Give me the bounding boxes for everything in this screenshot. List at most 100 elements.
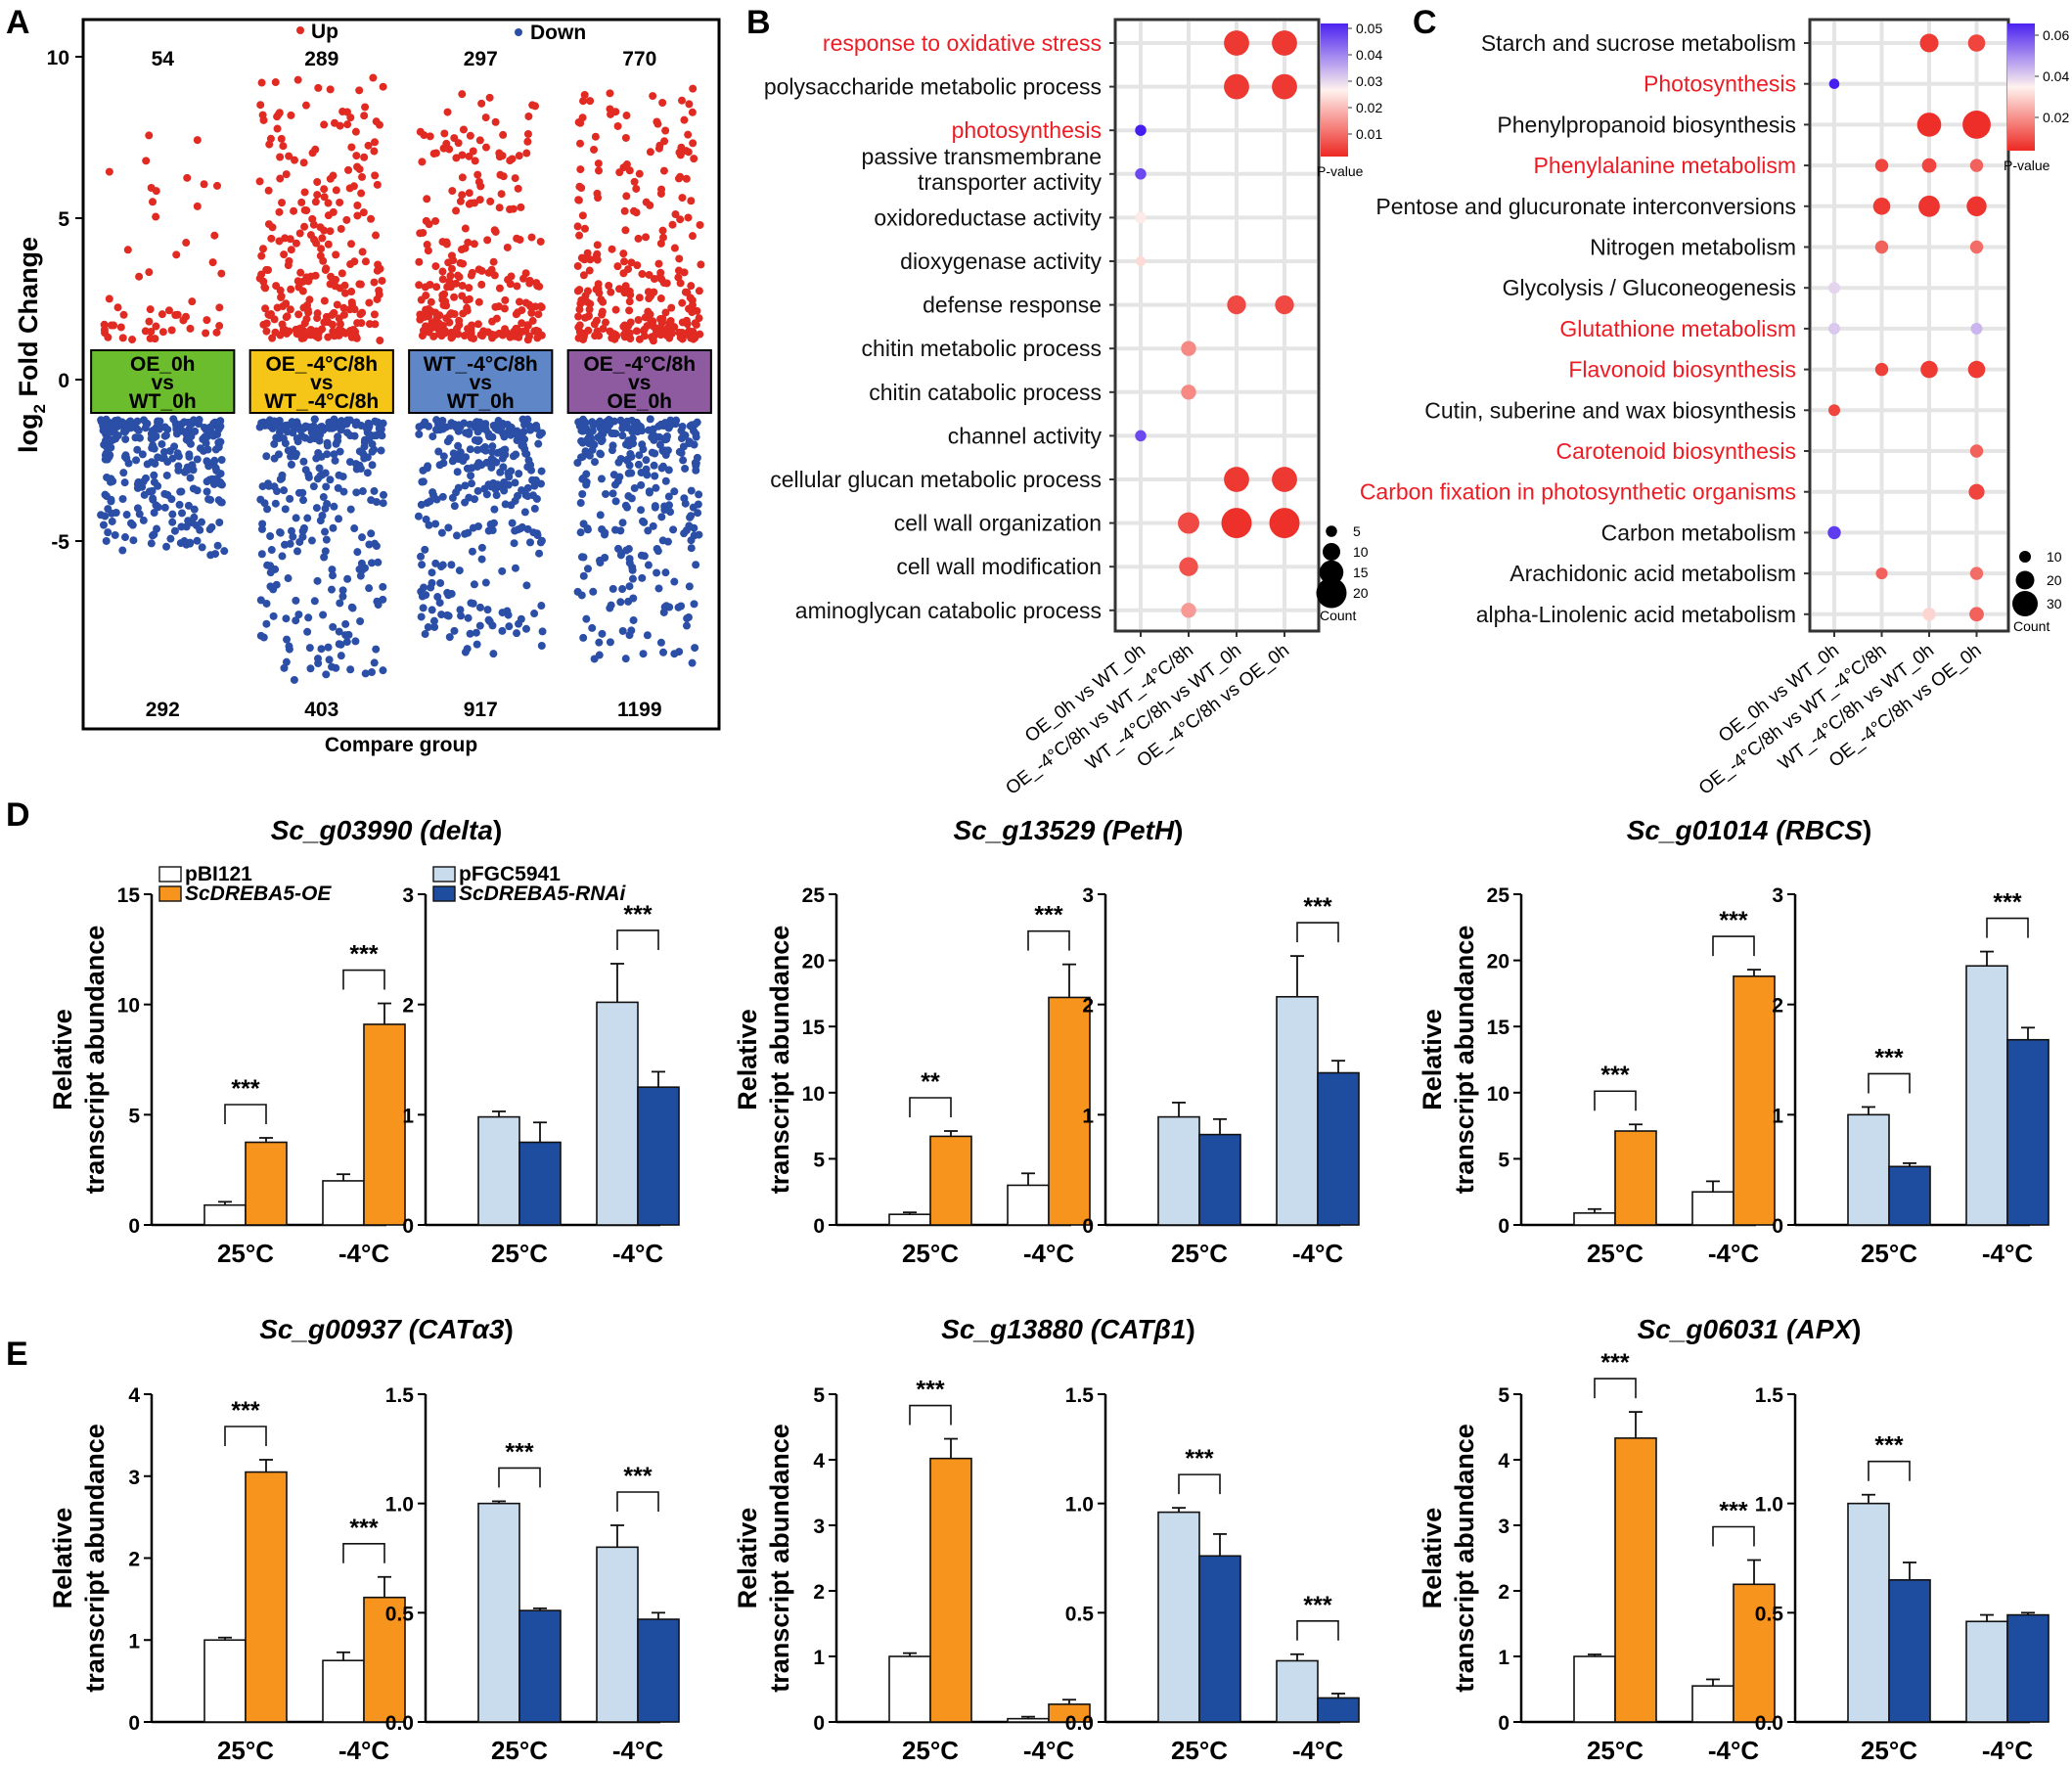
down-point — [368, 668, 377, 677]
down-point — [339, 487, 348, 496]
down-point — [150, 471, 158, 479]
down-point — [313, 655, 322, 663]
up-point — [523, 129, 532, 138]
down-point — [630, 423, 639, 431]
panel-label-b: B — [746, 4, 771, 41]
down-point — [368, 439, 377, 448]
up-point — [369, 73, 378, 82]
down-point — [461, 498, 470, 507]
down-point — [270, 454, 279, 463]
down-point — [504, 480, 513, 489]
up-point — [460, 332, 469, 340]
up-point — [687, 282, 696, 291]
y-tick-label: 15 — [1487, 1017, 1510, 1039]
down-point — [315, 436, 324, 445]
down-point — [625, 582, 634, 591]
down-point — [637, 551, 646, 560]
term-dot — [1970, 322, 1983, 335]
down-point — [379, 499, 387, 508]
term-dot — [1969, 607, 1984, 622]
down-point — [104, 505, 113, 514]
bar — [1965, 1620, 2008, 1723]
down-point — [367, 559, 376, 567]
up-point — [533, 334, 542, 342]
up-point — [172, 250, 181, 259]
up-point — [373, 180, 382, 189]
up-point — [107, 321, 115, 330]
up-point — [456, 197, 465, 205]
up-point — [477, 99, 486, 108]
down-point — [143, 460, 152, 469]
up-point — [659, 166, 668, 175]
legend-up-marker — [296, 26, 304, 34]
up-point — [458, 281, 467, 290]
down-point — [370, 539, 379, 548]
colorbar — [2007, 23, 2035, 151]
down-point — [513, 629, 521, 638]
term-dot — [1828, 404, 1840, 417]
down-point — [256, 495, 265, 504]
up-point — [437, 328, 446, 337]
down-point — [198, 543, 206, 552]
down-point — [367, 529, 376, 538]
bar — [1888, 1579, 1931, 1723]
down-point — [101, 512, 110, 521]
y-tick-label: 1 — [1082, 1105, 1094, 1127]
down-point — [346, 665, 355, 674]
up-point — [276, 174, 285, 183]
down-point — [443, 437, 452, 446]
y-tick-label: 2 — [1082, 995, 1094, 1018]
up-point — [575, 305, 584, 314]
term-label: dioxygenase activity — [900, 249, 1102, 274]
group-label-line: vs — [470, 372, 492, 394]
down-point — [177, 522, 186, 531]
up-point — [624, 265, 633, 274]
x-tick-label: -4°C — [1292, 1239, 1344, 1268]
group-label-line: OE_-4°C/8h — [265, 353, 378, 376]
down-point — [321, 527, 330, 536]
down-point — [337, 652, 345, 660]
down-point — [537, 602, 546, 611]
up-point — [626, 335, 635, 343]
up-point — [347, 240, 356, 249]
colorbar-tick-label: 0.02 — [2043, 110, 2069, 125]
size-legend-dot — [2015, 570, 2035, 590]
down-point — [642, 456, 651, 465]
down-point — [325, 418, 334, 427]
up-point — [442, 301, 451, 310]
up-count: 297 — [464, 48, 498, 70]
up-point — [438, 267, 447, 276]
bar — [1157, 1115, 1200, 1226]
up-point — [518, 319, 526, 328]
up-point — [657, 327, 666, 336]
up-point — [496, 170, 505, 179]
legend-label: pBI121 — [185, 863, 252, 885]
down-point — [624, 597, 633, 606]
down-point — [470, 580, 478, 589]
down-point — [635, 451, 644, 460]
down-point — [424, 623, 432, 632]
up-point — [656, 294, 665, 303]
up-point — [649, 322, 657, 331]
up-point — [610, 335, 619, 343]
up-point — [431, 216, 440, 225]
down-point — [259, 633, 268, 642]
up-point — [594, 159, 603, 168]
down-point — [487, 463, 496, 472]
down-point — [159, 447, 168, 456]
down-point — [510, 539, 518, 548]
bar — [245, 1141, 288, 1226]
up-point — [421, 311, 429, 320]
up-point — [521, 298, 530, 307]
down-point — [660, 603, 669, 611]
down-point — [352, 488, 361, 497]
up-point — [317, 245, 326, 253]
up-point — [461, 244, 470, 252]
down-point — [616, 416, 625, 425]
bar — [1847, 1502, 1890, 1723]
down-point — [608, 584, 617, 593]
up-point — [573, 261, 582, 270]
term-dot — [1181, 340, 1196, 356]
down-point — [266, 532, 275, 541]
y-axis-label: Relative transcript abundance — [48, 1424, 110, 1693]
